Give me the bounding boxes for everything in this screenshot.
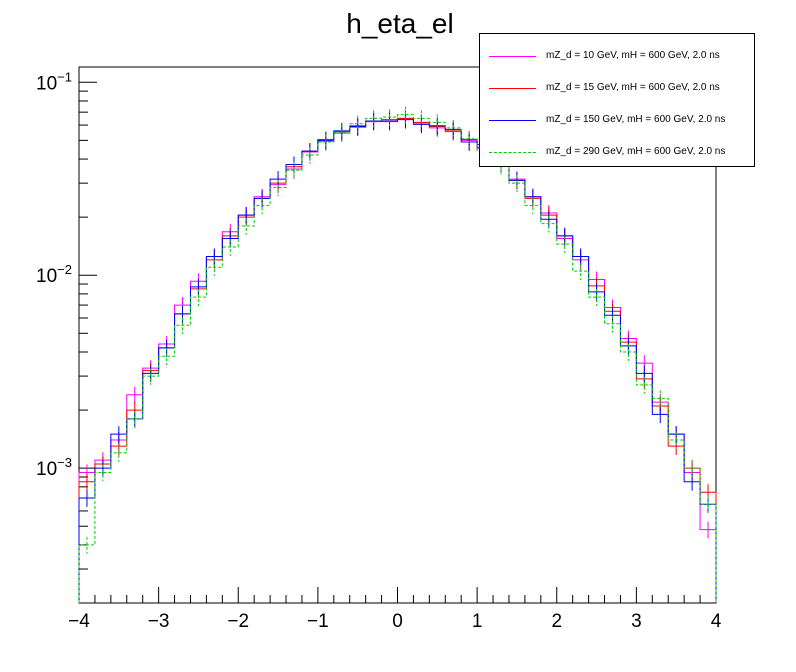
tick-labels: −4 −3 −2 −1 0 1 2 3 410−310−210−1 [36,69,722,632]
x-tick-label: 3 [631,611,642,632]
legend-entry-2: mZ_d = 15 GeV, mH = 600 GeV, 2.0 ns [480,79,754,99]
legend-entry-3: mZ_d = 150 GeV, mH = 600 GeV, 2.0 ns [480,111,754,131]
x-tick-label: −4 [68,611,90,632]
legend-label-4: mZ_d = 290 GeV, mH = 600 GeV, 2.0 ns [546,146,726,157]
legend-label-1: mZ_d = 10 GeV, mH = 600 GeV, 2.0 ns [546,50,720,61]
y-tick-exponent: −3 [57,455,72,470]
y-tick-base: 10 [36,73,57,94]
legend-swatch-2 [489,88,536,89]
x-tick-label: 4 [711,611,722,632]
y-tick-label: 10−1 [36,69,72,94]
legend-entry-1: mZ_d = 10 GeV, mH = 600 GeV, 2.0 ns [480,47,754,67]
legend-label-3: mZ_d = 150 GeV, mH = 600 GeV, 2.0 ns [546,114,726,125]
x-tick-label: 2 [551,611,562,632]
legend-entry-4: mZ_d = 290 GeV, mH = 600 GeV, 2.0 ns [480,143,754,163]
series-histogram-line [78,117,717,603]
series-histogram-line [78,117,717,603]
minor-ticks [78,81,717,604]
legend-swatch-4 [489,152,536,153]
x-tick-label: 0 [392,611,403,632]
series-histogram-line [78,114,717,603]
series-3 [78,111,717,603]
x-tick-label: −2 [227,611,249,632]
legend: mZ_d = 10 GeV, mH = 600 GeV, 2.0 ns mZ_d… [479,33,755,167]
series-4 [78,106,717,603]
chart-title: h_eta_el [346,8,454,39]
x-tick-label: 1 [472,611,483,632]
y-tick-base: 10 [36,266,57,287]
x-tick-label: −3 [148,611,170,632]
legend-swatch-1 [489,56,536,57]
y-tick-label: 10−3 [36,455,72,480]
y-tick-label: 10−2 [36,262,72,287]
legend-swatch-3 [489,120,536,121]
series-histogram-line [78,119,717,603]
y-tick-exponent: −2 [57,262,72,277]
x-tick-label: −1 [307,611,329,632]
y-tick-base: 10 [36,459,57,480]
series-layer [78,106,717,603]
legend-label-2: mZ_d = 15 GeV, mH = 600 GeV, 2.0 ns [546,82,720,93]
y-tick-exponent: −1 [57,69,72,84]
